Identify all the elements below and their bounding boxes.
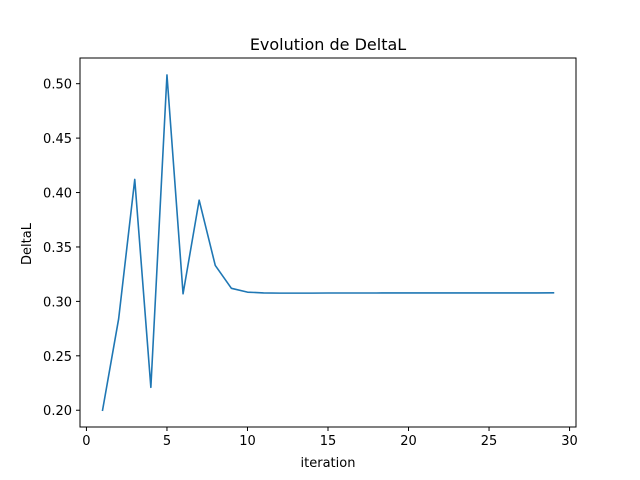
y-tick-label: 0.30	[43, 295, 72, 310]
y-tick-label: 0.25	[43, 350, 72, 365]
x-tick-label: 10	[239, 434, 256, 449]
plot-area	[79, 57, 577, 428]
x-tick-label: 5	[163, 434, 171, 449]
x-tick-label: 15	[320, 434, 337, 449]
y-axis-ticks: 0.20 0.25 0.30 0.35 0.40 0.45 0.50	[43, 78, 80, 419]
y-tick-label: 0.45	[43, 132, 72, 147]
chart-title: Evolution de DeltaL	[250, 35, 406, 54]
x-tick-label: 0	[82, 434, 90, 449]
x-tick-label: 30	[561, 434, 578, 449]
axes-frame	[79, 57, 577, 428]
series-line	[101, 74, 555, 412]
x-tick-label: 20	[400, 434, 417, 449]
y-tick-label: 0.35	[43, 241, 72, 256]
y-tick-label: 0.40	[43, 187, 72, 202]
y-axis-label: DeltaL	[20, 222, 35, 265]
x-tick-label: 25	[481, 434, 498, 449]
y-tick-label: 0.50	[43, 78, 72, 93]
x-axis-ticks: 0 5 10 15 20 25 30	[82, 427, 578, 449]
y-tick-label: 0.20	[43, 404, 72, 419]
x-axis-label: iteration	[301, 456, 356, 471]
